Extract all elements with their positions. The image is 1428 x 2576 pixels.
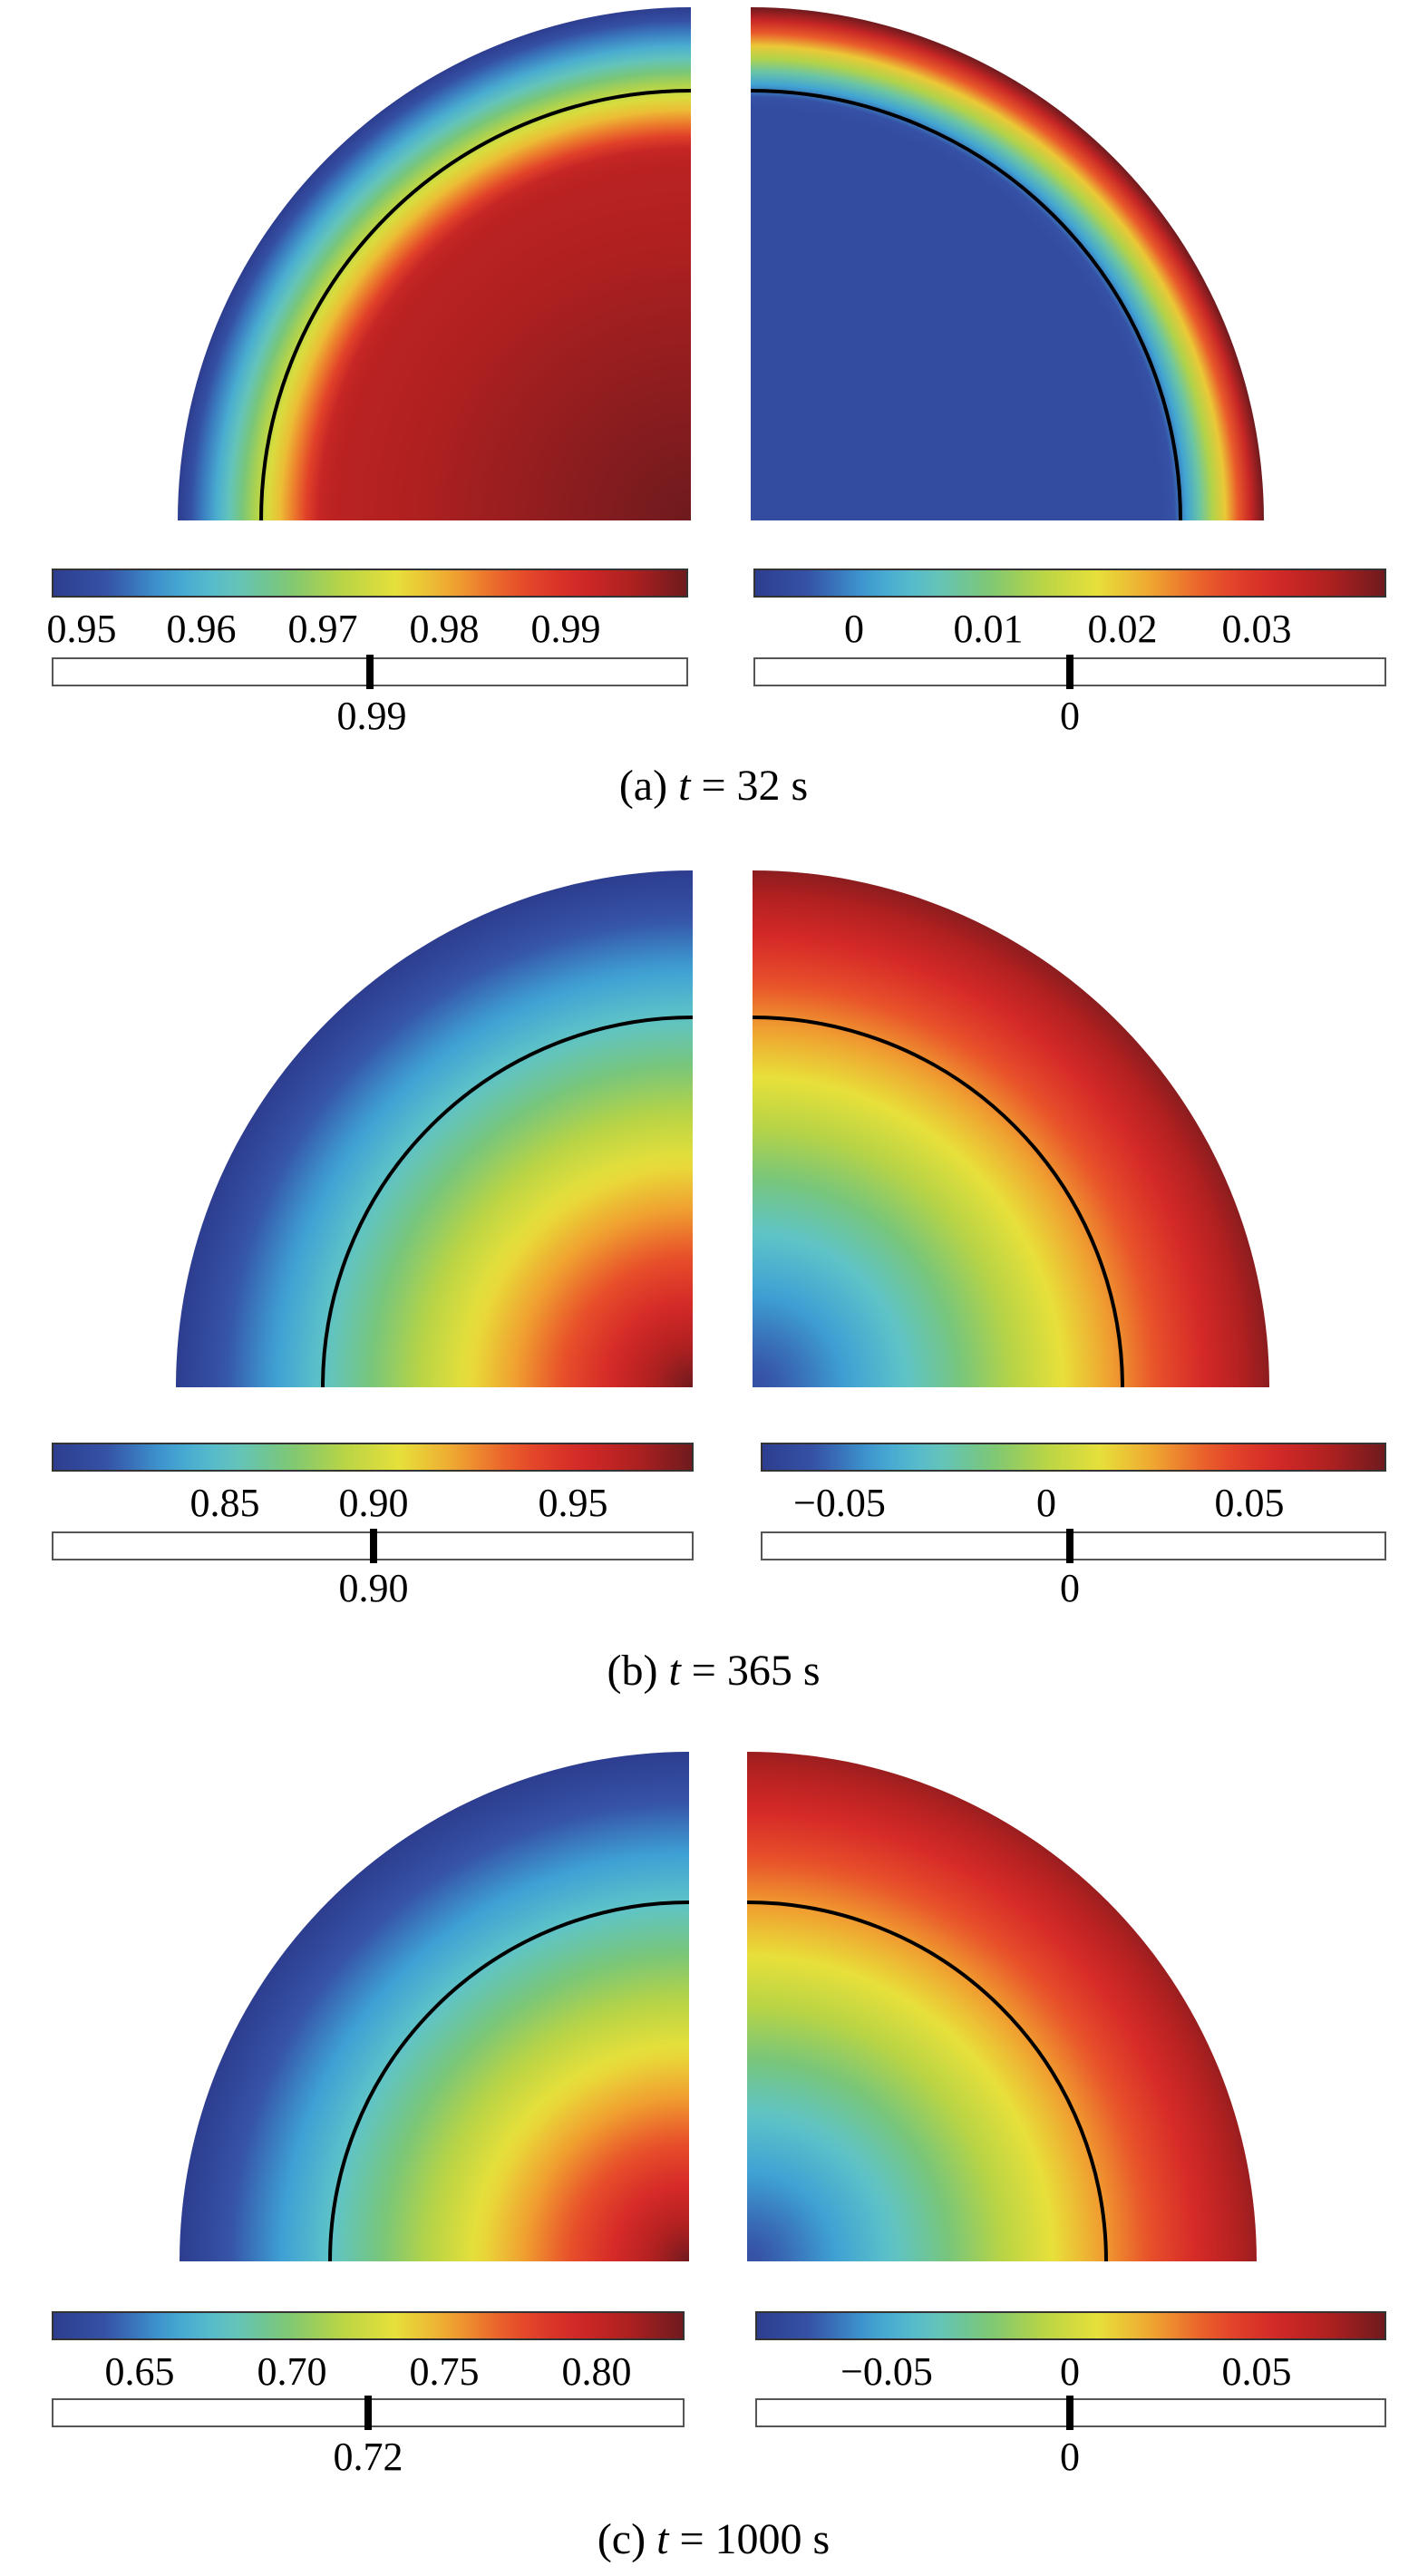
tick-label: −0.05 <box>840 2349 933 2394</box>
panel-b-right-colorbar: −0.05 0 0.05 <box>761 1443 1386 1525</box>
panel-c-caption: (c) t = 1000 s <box>597 2515 830 2563</box>
tick-label: 0.95 <box>47 607 117 651</box>
tick-label: 0.97 <box>288 607 358 651</box>
slider-label: 0 <box>1060 2435 1080 2479</box>
tick-label: 0.80 <box>562 2349 632 2394</box>
tick-label: 0.75 <box>410 2349 480 2394</box>
panel-a: 0.95 0.96 0.97 0.98 0.99 0.99 0 0.01 0.0… <box>47 7 1386 810</box>
panel-c-right-contour <box>746 1752 1257 2262</box>
interface-circle <box>328 1900 690 2262</box>
tick-label: −0.05 <box>793 1481 886 1525</box>
panel-c-left-slider[interactable]: 0.72 <box>52 2396 685 2479</box>
tick-label: 0.65 <box>105 2349 175 2394</box>
panel-c: 0.65 0.70 0.75 0.80 0.72 −0.05 0 0.05 0 … <box>52 1752 1386 2563</box>
panel-a-caption: (a) t = 32 s <box>619 762 808 810</box>
slider-label: 0 <box>1060 694 1080 738</box>
tick-label: 0.90 <box>339 1481 409 1525</box>
interface-circle <box>750 89 1182 521</box>
slider-label: 0.72 <box>334 2435 403 2479</box>
interface-circle <box>752 1016 1124 1388</box>
tick-label: 0 <box>1036 1481 1056 1525</box>
tick-label: 0.99 <box>531 607 601 651</box>
panel-c-right-colorbar: −0.05 0 0.05 <box>755 2311 1386 2394</box>
slider-thumb[interactable] <box>1066 2396 1073 2430</box>
panel-b-left-contour <box>176 870 694 1388</box>
slider-label: 0 <box>1060 1566 1080 1610</box>
tick-label: 0.05 <box>1222 2349 1292 2394</box>
slider-thumb[interactable] <box>1066 1529 1073 1563</box>
tick-label: 0.85 <box>190 1481 260 1525</box>
panel-c-left-contour <box>180 1752 690 2262</box>
tick-label: 0 <box>844 607 864 651</box>
interface-circle <box>746 1900 1108 2262</box>
panel-b-right-slider[interactable]: 0 <box>761 1529 1386 1610</box>
tick-label: 0.02 <box>1088 607 1158 651</box>
panel-a-left-contour <box>178 7 692 521</box>
tick-label: 0.98 <box>410 607 480 651</box>
slider-label: 0.99 <box>337 694 407 738</box>
panel-b-caption: (b) t = 365 s <box>607 1647 820 1695</box>
panel-b-left-colorbar: 0.85 0.90 0.95 <box>52 1443 694 1525</box>
tick-label: 0.01 <box>954 607 1024 651</box>
panel-a-right-colorbar: 0 0.01 0.02 0.03 <box>753 569 1386 651</box>
slider-thumb[interactable] <box>364 2396 372 2430</box>
interface-circle <box>259 89 692 521</box>
panel-b: 0.85 0.90 0.95 0.90 −0.05 0 0.05 0 (b) t… <box>52 870 1386 1695</box>
panel-a-right-contour <box>750 7 1264 521</box>
slider-thumb[interactable] <box>1066 655 1073 689</box>
panel-a-left-slider[interactable]: 0.99 <box>52 655 688 738</box>
tick-label: 0.96 <box>167 607 237 651</box>
panel-b-right-contour <box>752 870 1269 1388</box>
tick-label: 0.95 <box>539 1481 608 1525</box>
slider-label: 0.90 <box>339 1566 409 1610</box>
panel-c-left-colorbar: 0.65 0.70 0.75 0.80 <box>52 2311 685 2394</box>
panel-c-right-slider[interactable]: 0 <box>755 2396 1386 2479</box>
panel-a-left-colorbar: 0.95 0.96 0.97 0.98 0.99 <box>47 569 688 651</box>
tick-label: 0.05 <box>1215 1481 1285 1525</box>
tick-label: 0 <box>1060 2349 1080 2394</box>
panel-b-left-slider[interactable]: 0.90 <box>52 1529 694 1610</box>
interface-circle <box>321 1016 694 1388</box>
slider-thumb[interactable] <box>370 1529 377 1563</box>
slider-thumb[interactable] <box>366 655 374 689</box>
tick-label: 0.03 <box>1222 607 1292 651</box>
tick-label: 0.70 <box>257 2349 327 2394</box>
panel-a-right-slider[interactable]: 0 <box>753 655 1386 738</box>
